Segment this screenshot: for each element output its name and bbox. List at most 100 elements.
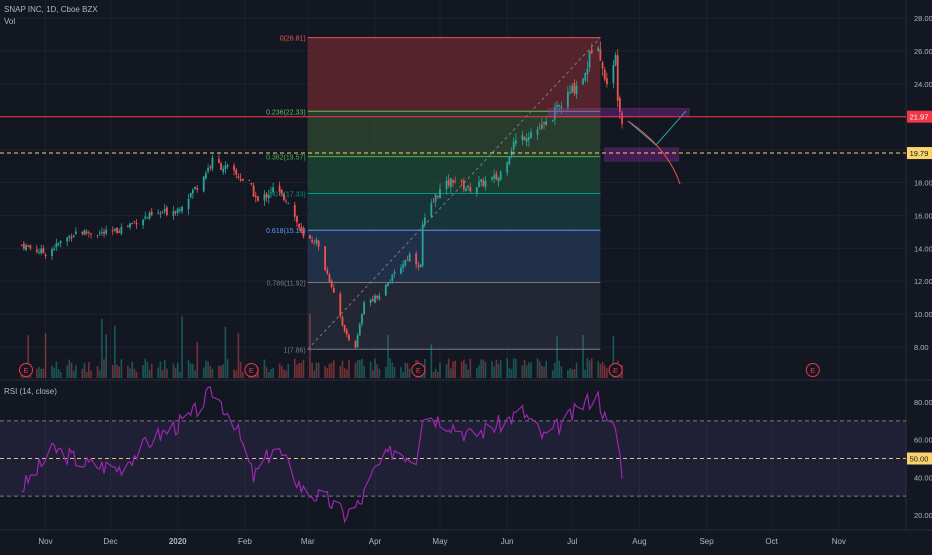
volume-bar — [224, 326, 227, 378]
volume-bar — [66, 365, 68, 378]
candle-body — [22, 243, 25, 249]
candle-body — [53, 248, 56, 250]
candle-body — [354, 340, 357, 348]
y-tick-label: 28.00 — [914, 14, 932, 23]
candle-body — [126, 225, 129, 227]
volume-bar — [437, 371, 439, 378]
candle-body — [202, 176, 205, 192]
candle-body — [387, 282, 389, 286]
y-tick-label: 18.00 — [914, 179, 932, 188]
volume-bar — [267, 371, 270, 378]
candle-body — [267, 194, 270, 199]
candle-body — [257, 196, 259, 201]
volume-bar — [404, 362, 407, 378]
volume-bar — [499, 360, 502, 378]
candle-body — [42, 247, 45, 254]
volume-bar — [98, 370, 101, 378]
volume-bar — [127, 366, 129, 378]
volume-bar — [235, 370, 238, 378]
volume-bar — [302, 359, 305, 378]
candle-body — [612, 64, 615, 83]
candle-body — [482, 180, 485, 186]
volume-bar — [543, 367, 545, 378]
y-tick-label: 12.00 — [914, 277, 932, 286]
earnings-marker — [805, 363, 820, 377]
volume-bar — [283, 369, 285, 378]
volume-bar — [538, 361, 541, 378]
x-tick-label-jun: Jun — [501, 537, 514, 546]
candle-body — [178, 209, 181, 211]
x-tick-label-sep: Sep — [699, 537, 714, 546]
candle-body — [582, 78, 584, 85]
volume-bar — [174, 367, 177, 378]
candle-body — [159, 212, 162, 214]
volume-bar — [196, 341, 199, 378]
fib-zone — [307, 156, 601, 194]
candle-body — [278, 185, 281, 192]
candle-body — [98, 232, 101, 234]
volume-bar — [510, 369, 513, 378]
volume-bar — [150, 363, 153, 378]
candle-body — [358, 324, 361, 336]
volume-bar — [491, 360, 493, 378]
volume-bar — [599, 363, 602, 378]
volume-bar — [120, 359, 123, 378]
volume-bar — [272, 367, 274, 378]
candle-body — [454, 181, 457, 182]
candle-body — [560, 106, 563, 108]
volume-bar — [114, 325, 116, 378]
candle-body — [497, 177, 500, 182]
x-tick-label-apr: Apr — [369, 537, 382, 546]
earnings-marker — [19, 363, 34, 377]
volume-bar — [194, 370, 196, 378]
candle-body — [68, 235, 71, 238]
volume-bar — [497, 363, 500, 378]
earnings-marker-label: E — [810, 366, 815, 375]
candle-body — [146, 217, 149, 219]
volume-bar — [40, 368, 42, 378]
volume-bar — [406, 363, 409, 378]
volume-bar — [42, 368, 45, 378]
volume-bar — [133, 368, 136, 378]
volume-bar — [363, 365, 365, 378]
volume-bar — [101, 319, 103, 378]
symbol-legend: SNAP INC, 1D, Cboe BZX — [4, 5, 98, 14]
volume-bar — [354, 363, 357, 378]
candle-body — [263, 194, 266, 201]
candle-body — [339, 293, 342, 317]
candle-body — [445, 180, 448, 190]
volume-bar — [55, 361, 58, 378]
volume-bar — [326, 367, 329, 378]
candle-body — [57, 243, 60, 245]
candle-body — [66, 237, 69, 242]
volume-bar — [270, 369, 272, 378]
volume-bar — [573, 369, 576, 378]
price-label-text: 19.79 — [910, 149, 929, 158]
candle-body — [371, 299, 374, 302]
candle-body — [315, 239, 318, 243]
volume-bar — [378, 368, 381, 378]
candle-body — [618, 98, 621, 113]
candle-body — [176, 208, 179, 213]
earnings-marker — [244, 363, 259, 377]
volume-bar — [445, 364, 448, 378]
candle-body — [298, 223, 301, 228]
rsi-mid-label-text: 50.00 — [910, 455, 929, 464]
candle-body — [556, 104, 558, 107]
volume-bar — [241, 371, 244, 378]
volume-bar — [482, 359, 485, 378]
candle-body — [506, 162, 509, 173]
volume-bar — [96, 365, 99, 378]
volume-bar — [434, 368, 437, 378]
candle-body — [285, 201, 288, 203]
candle-body — [432, 201, 435, 203]
candle-body — [287, 203, 290, 205]
candle-body — [163, 208, 166, 212]
volume-bar — [220, 365, 222, 378]
candle-body — [588, 51, 591, 68]
volume-bar — [118, 366, 121, 378]
candle-body — [512, 142, 515, 150]
candle-body — [374, 295, 376, 303]
